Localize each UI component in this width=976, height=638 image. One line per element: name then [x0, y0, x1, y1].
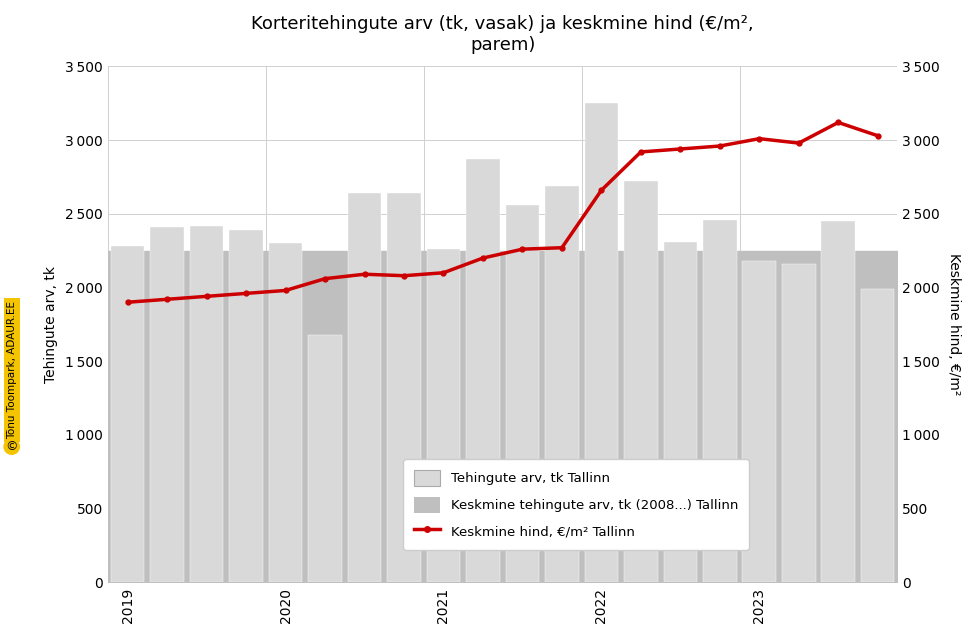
Bar — [229, 230, 263, 582]
Text: Tõnu Toompark, ADAUR.EE: Tõnu Toompark, ADAUR.EE — [7, 301, 17, 439]
Bar — [664, 242, 697, 582]
Bar — [743, 261, 776, 582]
Bar — [268, 243, 303, 582]
Bar — [822, 221, 855, 582]
Bar — [347, 193, 382, 582]
Y-axis label: Tehingute arv, tk: Tehingute arv, tk — [44, 266, 59, 383]
Bar — [427, 249, 461, 582]
Bar — [467, 160, 500, 582]
Text: ©: © — [6, 440, 18, 453]
Bar — [308, 335, 342, 582]
Bar — [150, 227, 183, 582]
Bar — [585, 103, 618, 582]
Bar — [506, 205, 539, 582]
Legend: Tehingute arv, tk Tallinn, Keskmine tehingute arv, tk (2008...) Tallinn, Keskmin: Tehingute arv, tk Tallinn, Keskmine tehi… — [403, 459, 749, 550]
Bar — [546, 186, 579, 582]
Y-axis label: Keskmine hind, €/m²: Keskmine hind, €/m² — [947, 253, 961, 396]
Bar — [190, 226, 224, 582]
Title: Korteritehingute arv (tk, vasak) ja keskmine hind (€/m²,
parem): Korteritehingute arv (tk, vasak) ja kesk… — [252, 15, 754, 54]
Bar — [111, 246, 144, 582]
Bar — [387, 193, 421, 582]
Bar — [703, 219, 737, 582]
Bar — [861, 289, 894, 582]
Bar — [624, 181, 658, 582]
Bar — [782, 264, 816, 582]
